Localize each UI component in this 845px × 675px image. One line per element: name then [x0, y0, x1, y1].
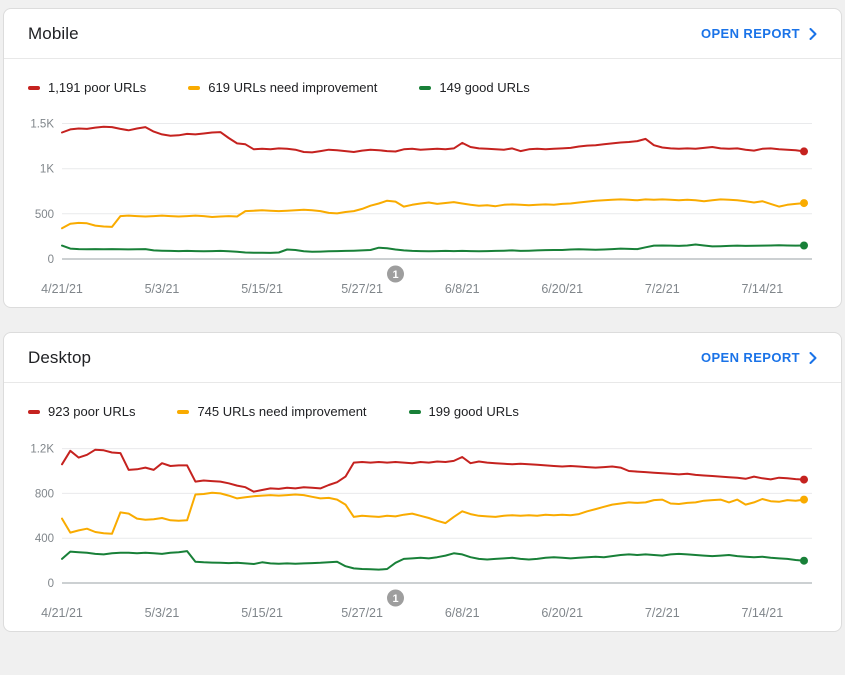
- open-report-label: OPEN REPORT: [700, 26, 800, 41]
- svg-text:6/8/21: 6/8/21: [445, 606, 480, 620]
- svg-text:7/2/21: 7/2/21: [645, 606, 680, 620]
- svg-text:5/27/21: 5/27/21: [341, 282, 383, 296]
- mobile-card-header: Mobile OPEN REPORT: [4, 9, 841, 59]
- legend-label-needs-improvement: 619 URLs need improvement: [208, 80, 378, 95]
- legend-label-good: 199 good URLs: [428, 404, 519, 419]
- svg-text:7/14/21: 7/14/21: [741, 606, 783, 620]
- poor-series-swatch: [28, 409, 40, 414]
- page-title: Mobile: [28, 23, 79, 43]
- svg-text:5/3/21: 5/3/21: [145, 282, 180, 296]
- svg-text:1: 1: [392, 593, 398, 605]
- legend-item-needs-improvement: 745 URLs need improvement: [177, 404, 367, 419]
- legend-label-poor: 1,191 poor URLs: [48, 80, 147, 95]
- legend-item-poor: 923 poor URLs: [28, 404, 135, 419]
- legend-label-poor: 923 poor URLs: [48, 404, 136, 419]
- svg-text:0: 0: [48, 254, 54, 266]
- legend-item-needs-improvement: 619 URLs need improvement: [188, 80, 377, 95]
- svg-text:800: 800: [35, 488, 54, 500]
- svg-text:500: 500: [35, 209, 54, 221]
- chevron-right-icon: [809, 27, 817, 40]
- svg-text:4/21/21: 4/21/21: [41, 282, 83, 296]
- mobile-cwv-chart[interactable]: 0 500 1K 1.5K 4/21/21 5/3/21 5/15/21 5/27/21 6/8…: [4, 111, 841, 307]
- page-title: Desktop: [28, 347, 92, 367]
- svg-text:5/15/21: 5/15/21: [241, 606, 283, 620]
- svg-text:6/20/21: 6/20/21: [541, 606, 583, 620]
- svg-text:1: 1: [392, 269, 398, 281]
- legend-item-good: 149 good URLs: [419, 80, 530, 95]
- svg-text:6/8/21: 6/8/21: [445, 282, 480, 296]
- svg-text:5/27/21: 5/27/21: [341, 606, 383, 620]
- svg-text:5/15/21: 5/15/21: [241, 282, 283, 296]
- svg-text:7/14/21: 7/14/21: [741, 282, 783, 296]
- desktop-card-header: Desktop OPEN REPORT: [4, 333, 841, 383]
- legend-item-poor: 1,191 poor URLs: [28, 80, 146, 95]
- svg-text:1K: 1K: [40, 164, 54, 176]
- legend-label-good: 149 good URLs: [439, 80, 530, 95]
- poor-series-swatch: [28, 85, 40, 90]
- svg-text:1.2K: 1.2K: [30, 444, 54, 456]
- open-report-link[interactable]: OPEN REPORT: [701, 350, 817, 365]
- legend: 923 poor URLs 745 URLs need improvement …: [4, 383, 841, 429]
- svg-text:400: 400: [35, 533, 54, 545]
- needs-improvement-series-swatch: [177, 409, 190, 414]
- good-series-swatch: [419, 85, 432, 90]
- svg-text:6/20/21: 6/20/21: [541, 282, 583, 296]
- svg-text:1.5K: 1.5K: [30, 119, 54, 131]
- legend-label-needs-improvement: 745 URLs need improvement: [197, 404, 367, 419]
- legend: 1,191 poor URLs 619 URLs need improvemen…: [4, 59, 841, 105]
- svg-text:5/3/21: 5/3/21: [145, 606, 180, 620]
- svg-text:0: 0: [48, 578, 54, 590]
- chevron-right-icon: [809, 351, 817, 364]
- svg-text:4/21/21: 4/21/21: [41, 606, 83, 620]
- needs-improvement-series-swatch: [188, 85, 201, 90]
- mobile-card: Mobile OPEN REPORT 1,191 poor URLs 619 U…: [3, 8, 842, 308]
- legend-item-good: 199 good URLs: [408, 404, 519, 419]
- desktop-card: Desktop OPEN REPORT 923 poor URLs 745 UR…: [3, 332, 842, 632]
- svg-text:7/2/21: 7/2/21: [645, 282, 680, 296]
- desktop-cwv-chart[interactable]: 0 400 800 1.2K 4/21/21 5/3/21 5/15/21 5/27/21 6/…: [4, 435, 841, 631]
- good-series-swatch: [408, 409, 421, 414]
- open-report-link[interactable]: OPEN REPORT: [701, 26, 817, 41]
- open-report-label: OPEN REPORT: [700, 350, 800, 365]
